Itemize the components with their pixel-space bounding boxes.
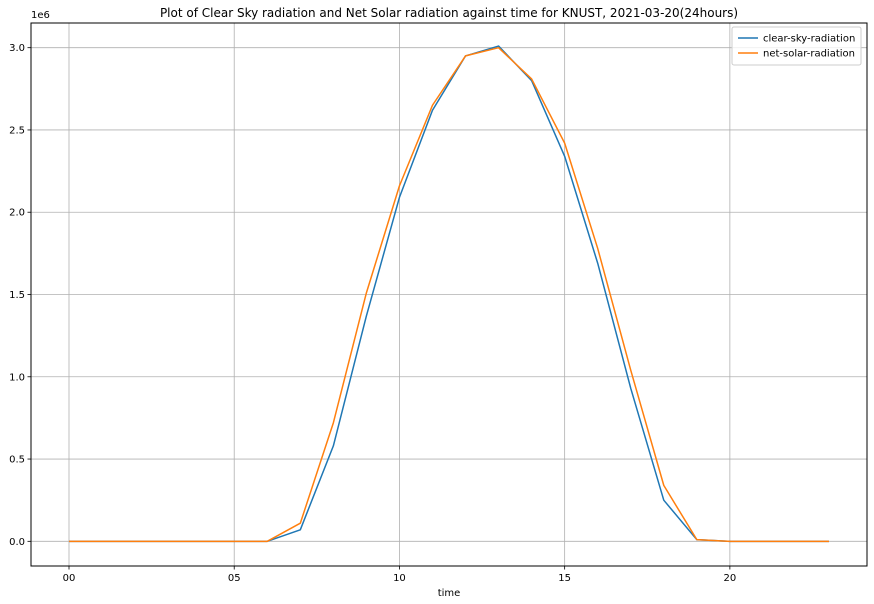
chart-title: Plot of Clear Sky radiation and Net Sola…	[160, 6, 738, 20]
y-tick-label: 0.0	[9, 537, 25, 548]
y-tick-label: 1.0	[9, 372, 25, 383]
x-tick-label: 20	[724, 573, 737, 584]
x-axis-ticks: 00 05 10 15 20	[63, 566, 737, 584]
y-tick-label: 1.5	[9, 290, 25, 301]
series-line-net-solar-radiation	[69, 46, 829, 543]
y-tick-label: 2.5	[9, 125, 25, 136]
y-axis-ticks: 0.0 0.5 1.0 1.5 2.0 2.5 3.0	[9, 43, 31, 548]
y-tick-label: 3.0	[9, 43, 25, 54]
y-tick-label: 0.5	[9, 455, 25, 466]
x-axis-label: time	[438, 588, 461, 599]
legend: clear-sky-radiation net-solar-radiation	[731, 26, 862, 66]
x-tick-label: 05	[228, 573, 241, 584]
legend-box	[731, 26, 862, 66]
series-lines	[69, 45, 829, 543]
x-tick-label: 10	[393, 573, 406, 584]
y-offset-label: 1e6	[31, 10, 50, 21]
x-tick-label: 00	[63, 573, 76, 584]
y-tick-label: 2.0	[9, 208, 25, 219]
x-tick-label: 15	[558, 573, 571, 584]
legend-entry: net-solar-radiation	[763, 49, 855, 60]
legend-entry: clear-sky-radiation	[763, 34, 855, 45]
